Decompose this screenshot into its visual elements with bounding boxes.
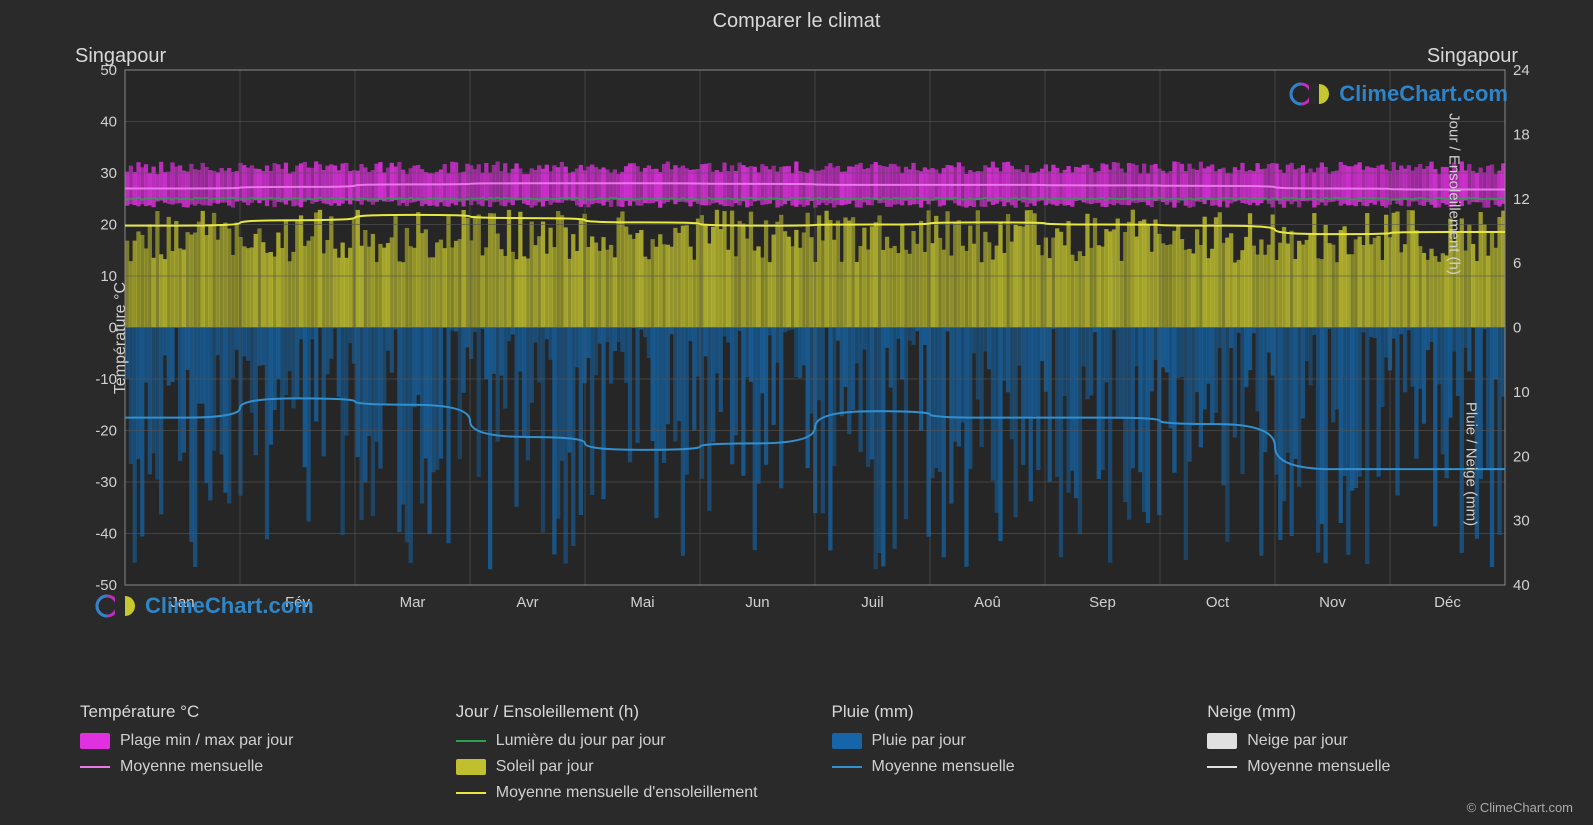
swatch-temp-avg bbox=[80, 766, 110, 768]
legend-col-daylight: Jour / Ensoleillement (h) Lumière du jou… bbox=[456, 702, 812, 810]
svg-text:Sep: Sep bbox=[1089, 594, 1116, 611]
svg-text:-40: -40 bbox=[95, 526, 117, 543]
swatch-daylight bbox=[456, 740, 486, 742]
climate-chart: -50-40-30-20-100102030405006121824102030… bbox=[50, 50, 1543, 625]
svg-text:Mai: Mai bbox=[630, 594, 654, 611]
legend-sunshine-avg: Moyenne mensuelle d'ensoleillement bbox=[496, 784, 758, 802]
swatch-snow bbox=[1207, 733, 1237, 749]
copyright: © ClimeChart.com bbox=[1467, 800, 1573, 815]
svg-text:6: 6 bbox=[1513, 255, 1521, 272]
legend-sunshine: Soleil par jour bbox=[496, 758, 594, 776]
y-axis-left-label: Température °C bbox=[112, 281, 130, 393]
svg-text:24: 24 bbox=[1513, 62, 1530, 79]
svg-text:50: 50 bbox=[100, 62, 117, 79]
svg-text:40: 40 bbox=[100, 114, 117, 131]
legend-col-snow: Neige (mm) Neige par jour Moyenne mensue… bbox=[1207, 702, 1563, 810]
swatch-rain-avg bbox=[832, 766, 862, 768]
legend-temp-range: Plage min / max par jour bbox=[120, 732, 293, 750]
legend-temp-avg: Moyenne mensuelle bbox=[120, 758, 263, 776]
svg-text:0: 0 bbox=[1513, 320, 1521, 337]
swatch-snow-avg bbox=[1207, 766, 1237, 768]
svg-text:Oct: Oct bbox=[1206, 594, 1230, 611]
legend-day-title: Jour / Ensoleillement (h) bbox=[456, 702, 812, 722]
legend-snow-daily: Neige par jour bbox=[1247, 732, 1348, 750]
legend-snow-title: Neige (mm) bbox=[1207, 702, 1563, 722]
svg-text:10: 10 bbox=[1513, 384, 1530, 401]
chart-title: Comparer le climat bbox=[0, 0, 1593, 33]
svg-text:Jun: Jun bbox=[745, 594, 769, 611]
swatch-temp-range bbox=[80, 733, 110, 749]
svg-text:20: 20 bbox=[1513, 448, 1530, 465]
legend-snow-avg: Moyenne mensuelle bbox=[1247, 758, 1390, 776]
watermark-bottom-left: ClimeChart.com bbox=[95, 592, 314, 620]
svg-text:20: 20 bbox=[100, 217, 117, 234]
svg-text:Déc: Déc bbox=[1434, 594, 1461, 611]
swatch-rain bbox=[832, 733, 862, 749]
chart-container: Température °C Jour / Ensoleillement (h)… bbox=[50, 50, 1543, 625]
svg-text:Aoû: Aoû bbox=[974, 594, 1001, 611]
swatch-sunshine bbox=[456, 759, 486, 775]
legend-rain-avg: Moyenne mensuelle bbox=[872, 758, 1015, 776]
swatch-sunshine-avg bbox=[456, 792, 486, 794]
legend-rain-daily: Pluie par jour bbox=[872, 732, 966, 750]
svg-text:Mar: Mar bbox=[400, 594, 426, 611]
legend-col-temperature: Température °C Plage min / max par jour … bbox=[80, 702, 436, 810]
legend-daylight: Lumière du jour par jour bbox=[496, 732, 666, 750]
svg-text:Nov: Nov bbox=[1319, 594, 1346, 611]
svg-text:30: 30 bbox=[1513, 513, 1530, 530]
svg-text:12: 12 bbox=[1513, 191, 1530, 208]
svg-text:Juil: Juil bbox=[861, 594, 884, 611]
svg-text:30: 30 bbox=[100, 165, 117, 182]
legend-col-rain: Pluie (mm) Pluie par jour Moyenne mensue… bbox=[832, 702, 1188, 810]
svg-text:Avr: Avr bbox=[516, 594, 538, 611]
legend: Température °C Plage min / max par jour … bbox=[80, 702, 1563, 810]
legend-temp-title: Température °C bbox=[80, 702, 436, 722]
legend-rain-title: Pluie (mm) bbox=[832, 702, 1188, 722]
svg-text:-30: -30 bbox=[95, 474, 117, 491]
svg-text:18: 18 bbox=[1513, 126, 1530, 143]
y-axis-right-bottom-label: Pluie / Neige (mm) bbox=[1462, 402, 1479, 526]
watermark-top-right: ClimeChart.com bbox=[1289, 80, 1508, 108]
svg-text:40: 40 bbox=[1513, 577, 1530, 594]
svg-text:-20: -20 bbox=[95, 423, 117, 440]
y-axis-right-top-label: Jour / Ensoleillement (h) bbox=[1446, 113, 1463, 275]
